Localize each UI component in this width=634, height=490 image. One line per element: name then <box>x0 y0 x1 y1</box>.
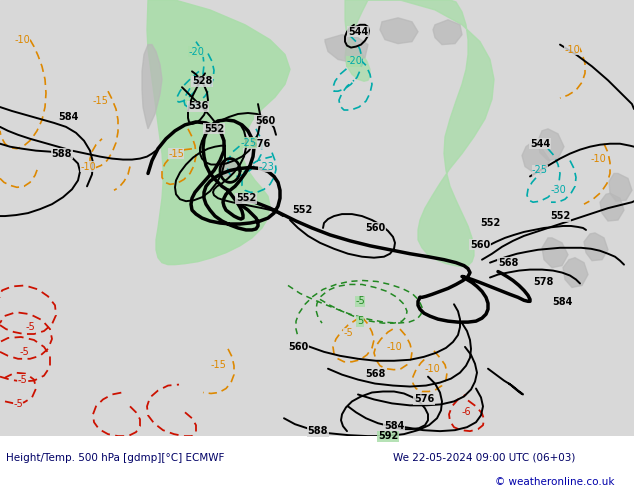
Polygon shape <box>142 45 162 129</box>
Text: -25: -25 <box>532 166 548 175</box>
Text: 544: 544 <box>530 139 550 148</box>
Text: 552: 552 <box>480 218 500 228</box>
Text: -10: -10 <box>386 342 402 352</box>
Polygon shape <box>380 18 418 44</box>
Text: -10: -10 <box>80 162 96 172</box>
Text: 552: 552 <box>292 205 312 215</box>
Polygon shape <box>325 35 368 62</box>
Text: 552: 552 <box>550 211 570 221</box>
Text: -15: -15 <box>168 148 184 159</box>
Text: 576: 576 <box>250 139 270 148</box>
Text: -5: -5 <box>17 375 27 385</box>
Text: 5: 5 <box>357 316 363 326</box>
Text: 528: 528 <box>192 76 212 86</box>
Polygon shape <box>345 0 370 81</box>
Text: -5: -5 <box>343 328 353 338</box>
Polygon shape <box>522 144 550 173</box>
Text: -10: -10 <box>564 45 580 54</box>
Text: 552: 552 <box>204 124 224 134</box>
Text: -30: -30 <box>550 185 566 196</box>
Text: 584: 584 <box>384 421 404 431</box>
Text: 560: 560 <box>288 342 308 352</box>
Text: -5: -5 <box>19 347 29 357</box>
Text: -15: -15 <box>92 96 108 106</box>
Text: 552: 552 <box>236 193 256 203</box>
Text: 560: 560 <box>470 240 490 250</box>
Text: 568: 568 <box>365 368 385 379</box>
Text: 584: 584 <box>552 297 573 307</box>
Polygon shape <box>584 233 608 261</box>
Polygon shape <box>147 0 290 265</box>
Text: 584: 584 <box>58 112 78 122</box>
Text: 560: 560 <box>365 223 385 233</box>
Text: 576: 576 <box>414 394 434 404</box>
Text: -10: -10 <box>424 364 440 374</box>
Polygon shape <box>609 173 632 201</box>
Polygon shape <box>542 238 568 268</box>
Polygon shape <box>368 0 494 267</box>
Text: 578: 578 <box>533 277 553 288</box>
Text: 568: 568 <box>498 258 518 268</box>
Text: -5: -5 <box>13 399 23 409</box>
Polygon shape <box>220 159 238 176</box>
Text: -10: -10 <box>14 35 30 45</box>
Text: 536: 536 <box>188 101 208 111</box>
Text: © weatheronline.co.uk: © weatheronline.co.uk <box>495 477 614 487</box>
Text: -6: -6 <box>461 407 471 417</box>
Text: -20: -20 <box>188 47 204 56</box>
Polygon shape <box>563 258 588 288</box>
Text: 588: 588 <box>52 148 72 159</box>
Text: 588: 588 <box>307 426 328 436</box>
Text: -23: -23 <box>258 162 274 172</box>
Text: 592: 592 <box>378 431 398 441</box>
Text: 544: 544 <box>348 27 368 37</box>
Text: -10: -10 <box>590 153 606 164</box>
Text: -20: -20 <box>346 56 362 67</box>
Text: -25: -25 <box>241 138 257 147</box>
Text: -5: -5 <box>25 322 35 332</box>
Text: -15: -15 <box>210 360 226 370</box>
Text: 560: 560 <box>255 116 275 126</box>
Text: -5: -5 <box>355 296 365 306</box>
Text: We 22-05-2024 09:00 UTC (06+03): We 22-05-2024 09:00 UTC (06+03) <box>393 453 576 463</box>
Polygon shape <box>433 20 462 45</box>
Polygon shape <box>600 193 624 221</box>
Polygon shape <box>538 129 564 161</box>
Text: Height/Temp. 500 hPa [gdmp][°C] ECMWF: Height/Temp. 500 hPa [gdmp][°C] ECMWF <box>6 453 224 463</box>
